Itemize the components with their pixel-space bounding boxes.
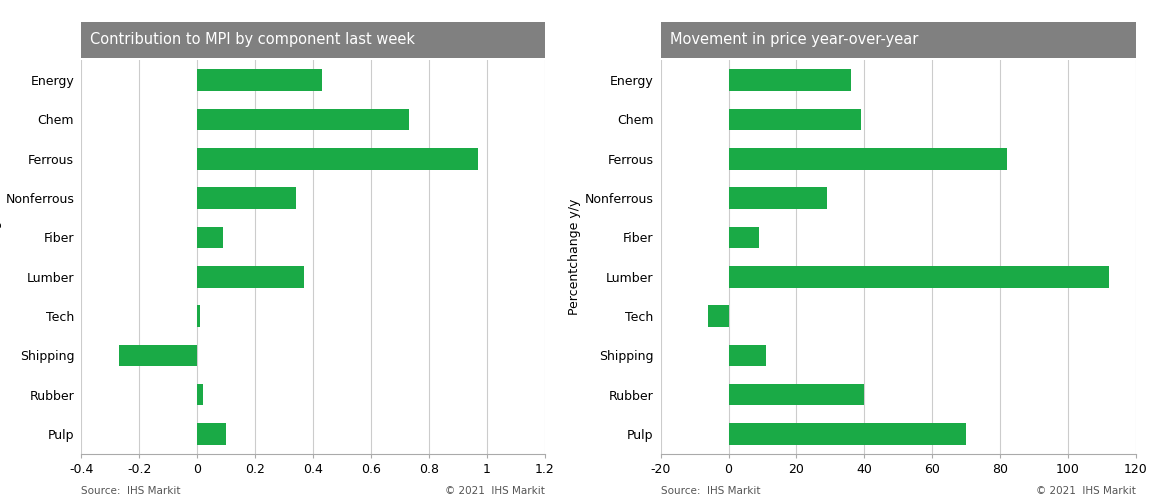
Bar [197,423,226,445]
Bar [729,345,766,366]
Bar [729,187,828,209]
Bar [197,266,304,287]
Bar [197,384,203,405]
Text: © 2021  IHS Markit: © 2021 IHS Markit [445,486,545,496]
Bar [729,423,967,445]
Bar [119,345,197,366]
Bar [729,148,1007,169]
Text: Movement in price year-over-year: Movement in price year-over-year [670,32,918,47]
Text: Contribution to MPI by component last week: Contribution to MPI by component last we… [90,32,415,47]
Bar [197,148,479,169]
Bar [729,384,865,405]
Bar [197,305,201,327]
Text: Source:  IHS Markit: Source: IHS Markit [81,486,181,496]
Bar [197,227,224,248]
Y-axis label: Percentchange y/y: Percentchange y/y [568,199,581,315]
Bar [197,70,322,91]
Bar [729,109,861,130]
Bar [197,109,409,130]
Text: Source:  IHS Markit: Source: IHS Markit [661,486,760,496]
Bar [197,187,296,209]
Text: © 2021  IHS Markit: © 2021 IHS Markit [1036,486,1136,496]
Bar [729,70,851,91]
Bar [729,227,759,248]
Bar [729,266,1109,287]
Bar [708,305,729,327]
